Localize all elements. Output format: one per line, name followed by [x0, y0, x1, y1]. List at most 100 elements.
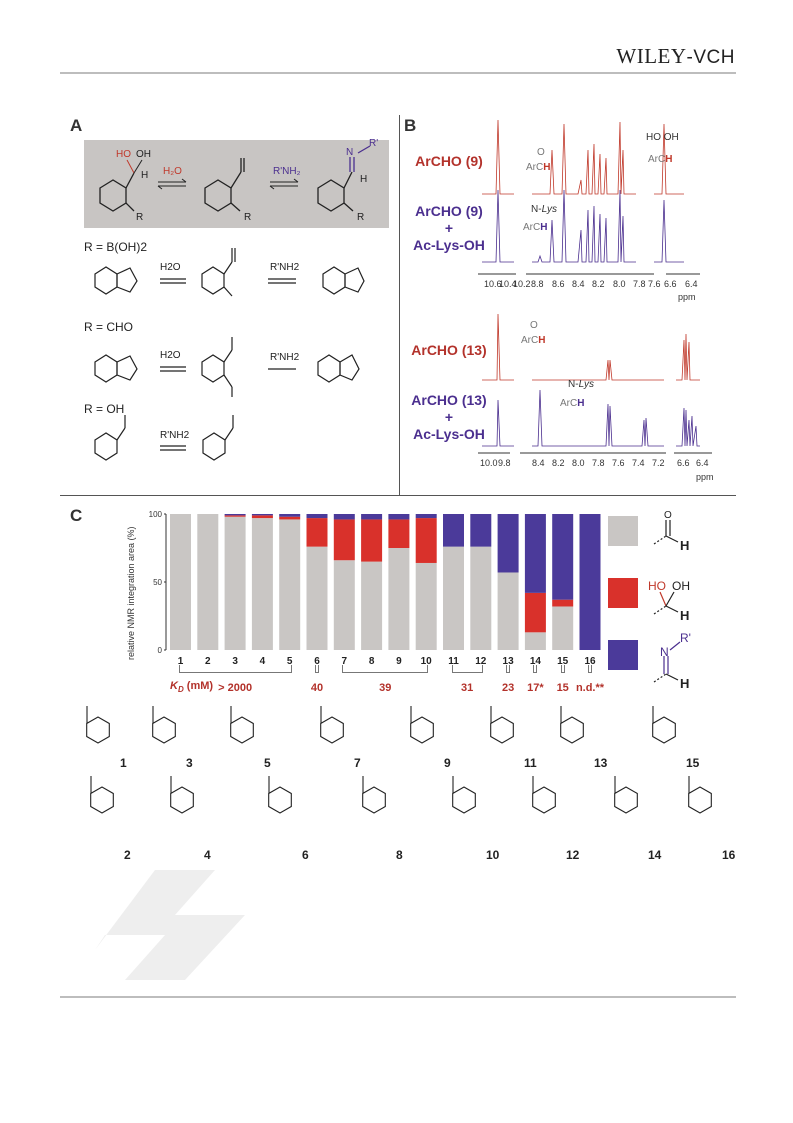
bar-aldehyde-8: [361, 561, 383, 650]
kd-bracket: [178, 665, 292, 673]
bar-imine-12: [470, 514, 492, 547]
tick-6.6: 6.6: [664, 279, 677, 289]
imine-bonds: [349, 145, 371, 172]
annot-ald-2: ArCH: [521, 335, 545, 346]
x-tick-label: 13: [503, 656, 515, 667]
bar-aldehyde-4: [251, 518, 273, 650]
y-tick-label: 50: [153, 578, 162, 587]
compound-ring-3: [152, 716, 176, 744]
tick-b-6.4: 6.4: [696, 458, 709, 468]
compound-number: 5: [264, 756, 271, 770]
bar-aldehyde-3: [224, 516, 246, 650]
ppm-bottom: ppm: [696, 472, 714, 482]
imine-n-label: N: [346, 147, 353, 158]
annot-ald-1: ArCH: [526, 162, 550, 173]
bar-imine-6: [306, 514, 328, 519]
bar-imine-3: [224, 514, 246, 516]
annot-imine-1: N-Lys: [531, 204, 557, 215]
compound-ring-15: [652, 716, 676, 744]
bar-hydrate-7: [333, 519, 355, 561]
legend-ald-h: H: [680, 538, 689, 553]
compound-number: 11: [524, 756, 537, 770]
annot-imine-arch-1: ArCH: [523, 222, 547, 233]
compound-number: 13: [594, 756, 608, 770]
dialdehyde-series: [94, 337, 360, 397]
tick-b-9.8: 9.8: [498, 458, 511, 468]
compound-ring-5: [230, 716, 254, 744]
compound-number: 1: [120, 756, 127, 770]
ppm-top: ppm: [678, 292, 696, 302]
bar-hydrate-15: [552, 599, 574, 607]
r-boronic-label: R = B(OH)2: [84, 240, 148, 254]
bar-aldehyde-15: [552, 606, 574, 650]
x-tick-label: 14: [530, 656, 542, 667]
nmr-lys-9: Ac-Lys-OH: [413, 237, 485, 253]
x-tick-label: 11: [448, 656, 459, 667]
spectrum-13-lys: [482, 389, 700, 447]
compound-number: 4: [204, 848, 211, 862]
bar-imine-4: [251, 514, 273, 516]
hydrate-h-label: H: [141, 170, 148, 181]
aldehyde-structure: [204, 158, 245, 212]
nmr-ticks-top: 10.6 10.4 10.2 8.8 8.6 8.4 8.2 8.0 7.8 7…: [484, 279, 698, 302]
compound-number: 9: [444, 756, 451, 770]
y-tick-label: 0: [158, 646, 163, 655]
bar-hydrate-3: [224, 515, 246, 517]
reagent-amine-oh: R'NH2: [160, 430, 190, 441]
tick-b-8.4: 8.4: [532, 458, 545, 468]
bar-imine-5: [279, 514, 301, 517]
tick-10.6: 10.6: [484, 279, 502, 289]
publisher-sub: VCH: [693, 47, 735, 68]
compound-number: 6: [302, 848, 309, 862]
nmr-annotations: O ArCH HO OH ArCH N-Lys ArCH O ArCH N-Ly…: [521, 132, 679, 409]
x-tick-label: 12: [475, 656, 487, 667]
nmr-plus-13: +: [444, 409, 454, 425]
bar-aldehyde-9: [388, 548, 410, 650]
tick-10.4: 10.4: [499, 279, 517, 289]
tick-b-7.6: 7.6: [612, 458, 625, 468]
bar-hydrate-8: [361, 519, 383, 562]
bar-aldehyde-14: [524, 632, 546, 650]
kd-bracket: [451, 665, 483, 673]
tick-8.2: 8.2: [592, 279, 605, 289]
imine-r-label: R: [357, 212, 364, 223]
nmr-label-9: ArCHO (9): [415, 153, 483, 169]
legend-imine-h: H: [680, 676, 689, 691]
tick-b-8.0: 8.0: [572, 458, 585, 468]
bar-aldehyde-7: [333, 560, 355, 650]
reagent-amine-cho: R'NH2: [270, 352, 300, 363]
x-tick-label: 4: [260, 656, 266, 667]
panel-label-b: B: [404, 116, 417, 135]
hydrate-bonds-red: [126, 159, 143, 174]
kd-value: 23: [501, 682, 515, 694]
kd-value: > 2000: [218, 682, 253, 694]
nmr-lys-13: Ac-Lys-OH: [413, 426, 485, 442]
tick-b-8.2: 8.2: [552, 458, 565, 468]
annot-o-1: O: [537, 147, 545, 158]
compound-ring-6: [268, 786, 292, 814]
x-tick-label: 7: [342, 656, 348, 667]
hydrate-structure: [99, 172, 135, 212]
compound-ring-1: [86, 716, 110, 744]
panel-divider-horizontal: [60, 495, 736, 496]
tick-b-10.0: 10.0: [480, 458, 498, 468]
bar-hydrate-9: [388, 519, 410, 548]
kd-value: 40: [310, 682, 324, 694]
panel-label-a: A: [70, 116, 83, 135]
bar-imine-15: [552, 514, 574, 600]
bar-imine-9: [388, 514, 410, 520]
kd-value: 31: [461, 682, 474, 694]
bar-aldehyde-12: [470, 546, 492, 650]
tick-8.4: 8.4: [572, 279, 585, 289]
hydrate-ho-label: HO: [116, 149, 131, 160]
publisher-separator: -: [686, 47, 694, 68]
x-tick-label: 10: [421, 656, 433, 667]
reagent-h2o-boronic: H2O: [160, 262, 181, 273]
legend-hyd-ho: HO: [648, 579, 666, 593]
kd-bracket: [588, 665, 592, 673]
bar-aldehyde-10: [415, 562, 437, 650]
footer-rule: [60, 996, 736, 998]
legend-ald-o: O: [664, 510, 672, 521]
bar-aldehyde-2: [197, 514, 219, 650]
compound-ring-11: [490, 716, 514, 744]
